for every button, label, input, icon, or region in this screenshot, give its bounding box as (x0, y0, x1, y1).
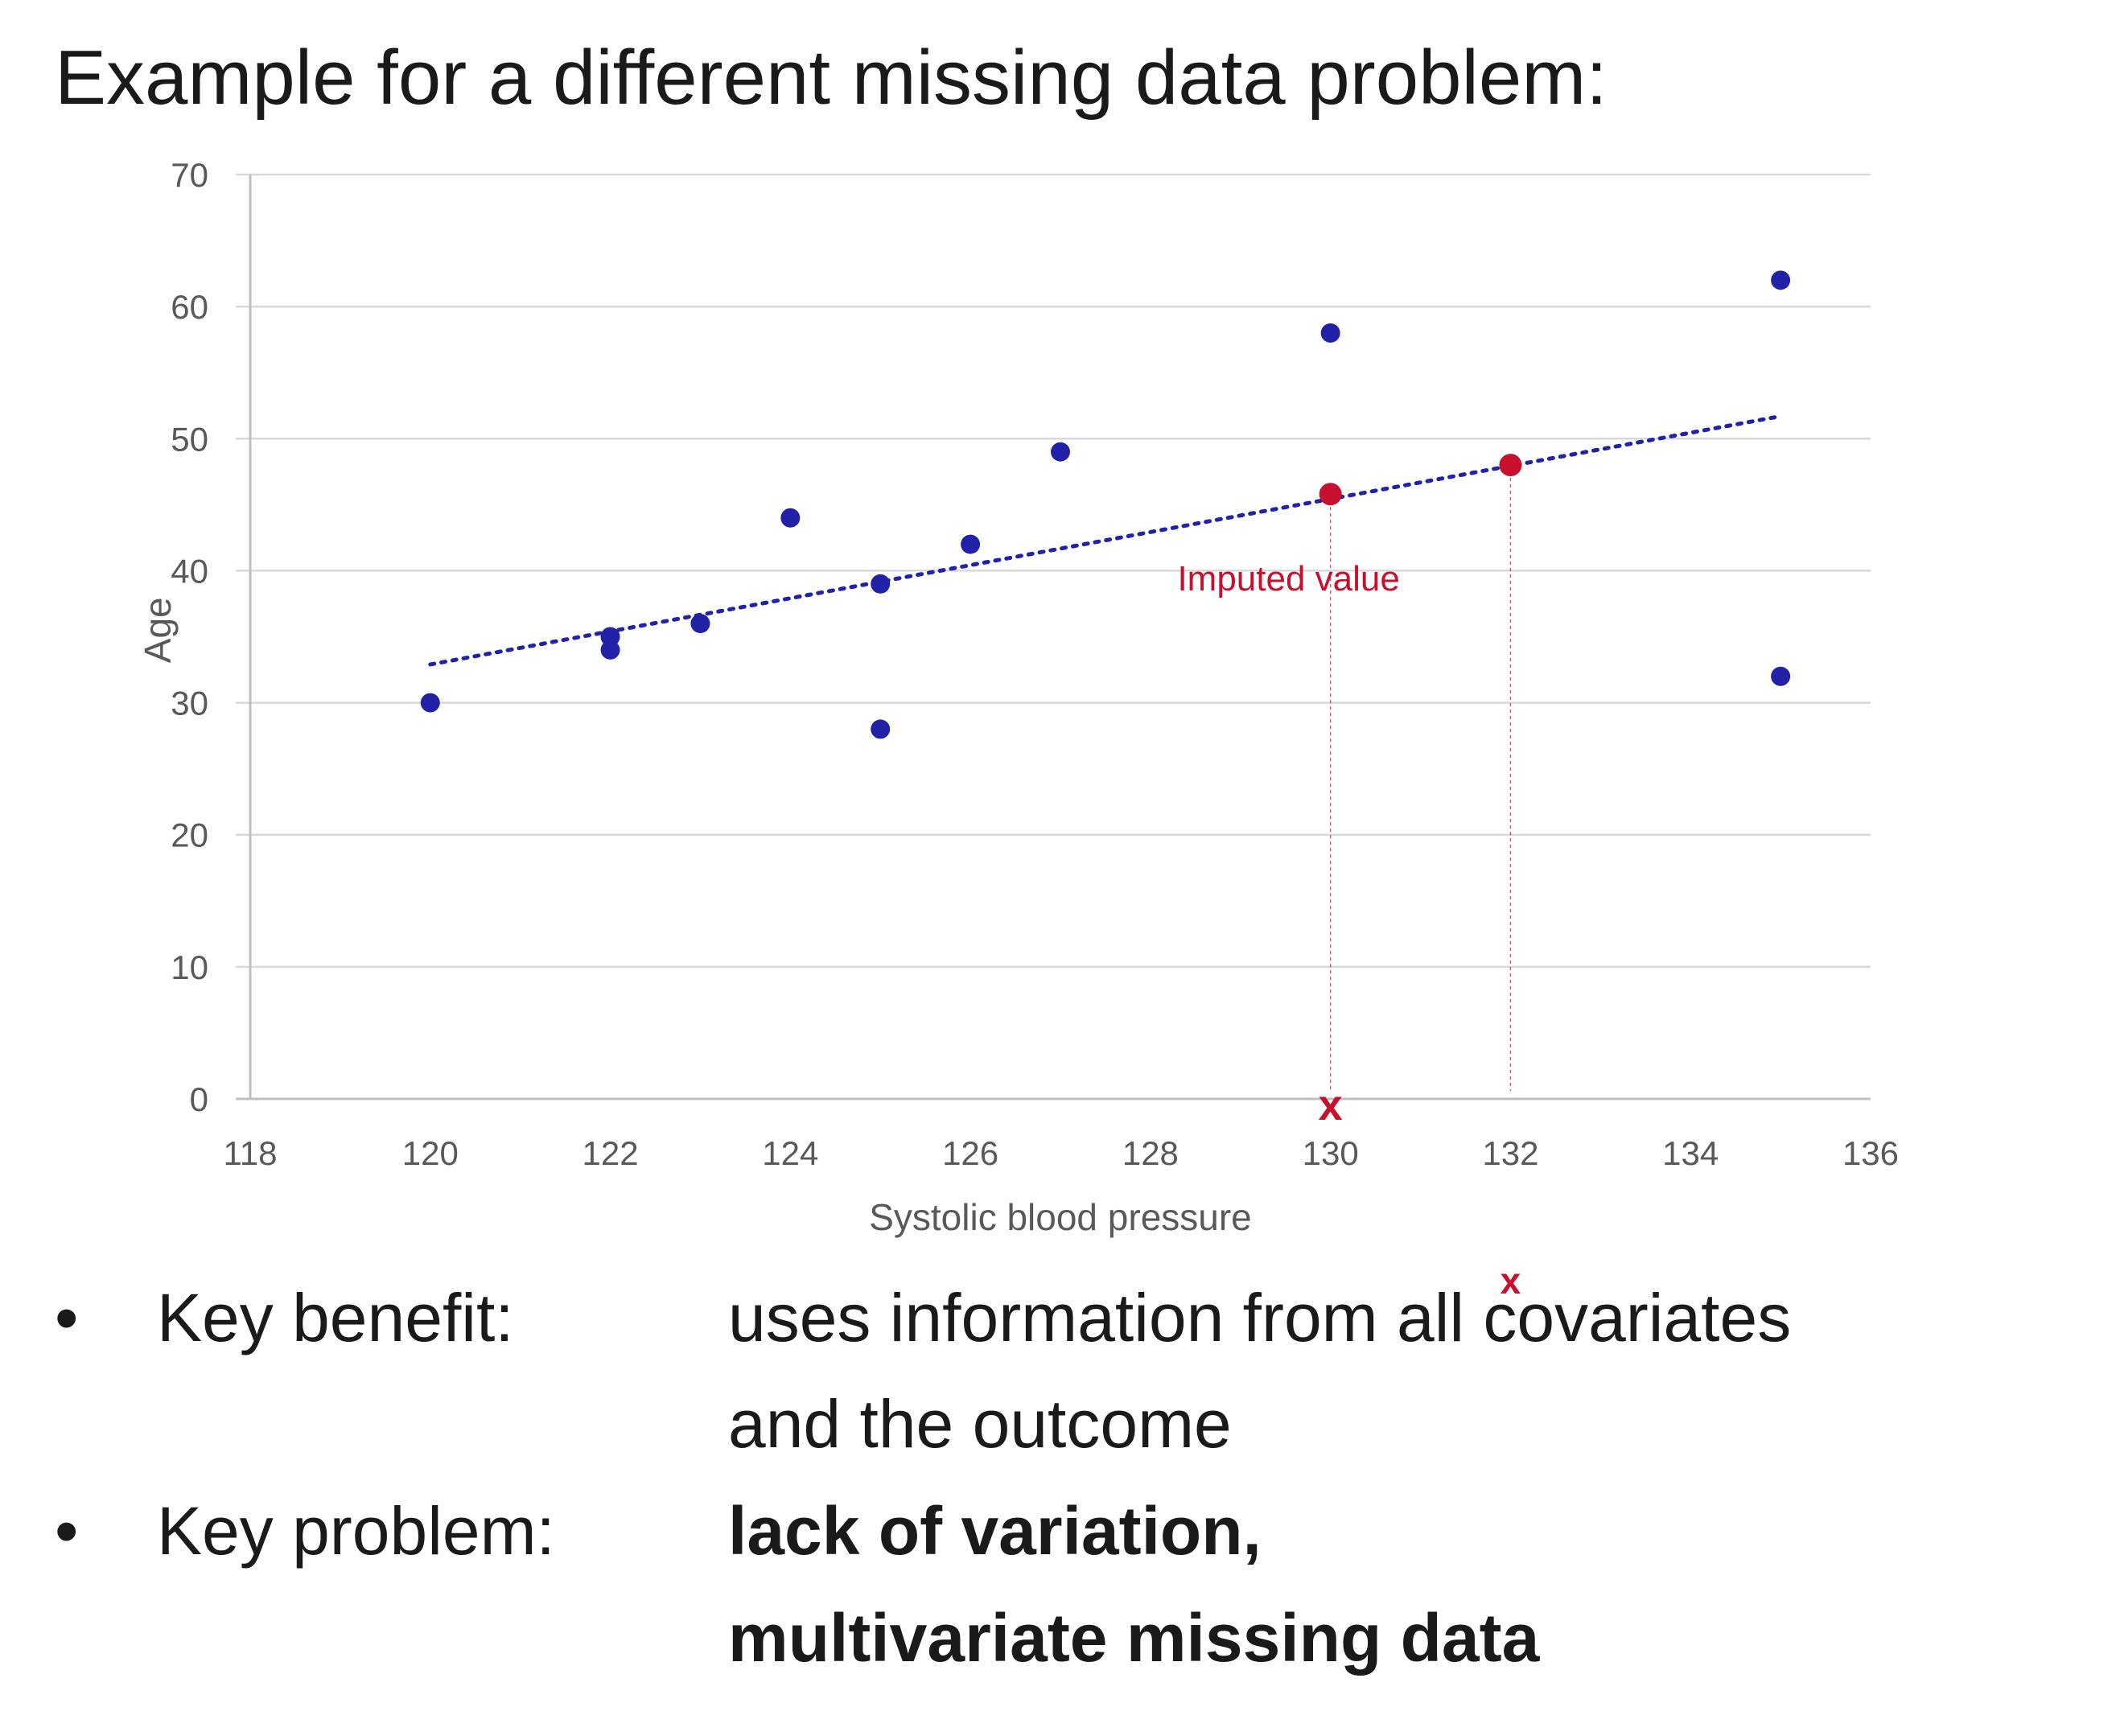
y-tick-label: 30 (171, 685, 208, 722)
data-point (600, 627, 620, 647)
data-point (961, 534, 981, 554)
x-tick-label: 134 (1662, 1134, 1719, 1172)
bullet-text: and the outcome (728, 1386, 1232, 1462)
slide-title: Example for a different missing data pro… (55, 35, 1608, 121)
imputed-point (1499, 454, 1522, 477)
y-tick-label: 50 (171, 420, 208, 458)
x-tick-label: 122 (583, 1134, 639, 1172)
trendline (428, 413, 1783, 667)
data-point (1771, 666, 1791, 686)
axes (236, 175, 1871, 1100)
y-tick-label: 60 (171, 288, 208, 326)
x-axis-title: Systolic blood pressure (869, 1196, 1252, 1238)
x-tick-label: 126 (942, 1134, 998, 1172)
x-tick-label: 118 (224, 1134, 278, 1172)
data-point (871, 719, 891, 739)
x-tick-label: 124 (762, 1134, 818, 1172)
data-point (780, 508, 801, 528)
x-tick-label: 132 (1482, 1134, 1538, 1172)
imputed-point (1319, 483, 1342, 506)
data-point (1051, 442, 1070, 462)
data-point (1771, 270, 1791, 290)
data-point (871, 574, 891, 594)
y-tick-label: 70 (171, 156, 208, 194)
bullet-label: Key problem: (157, 1493, 555, 1569)
y-tick-label: 0 (190, 1080, 208, 1118)
bullet-label: Key benefit: (157, 1280, 514, 1355)
trendline-layer (428, 413, 1783, 667)
bullet-text: multivariate missing data (728, 1600, 1540, 1676)
data-point (420, 693, 440, 713)
bullet-text: lack of variation, (728, 1493, 1262, 1569)
grid-lines (236, 173, 1871, 969)
data-point (600, 640, 620, 660)
x-tick-label: 120 (402, 1134, 459, 1172)
bullet-text: uses information from all covariates (728, 1280, 1792, 1355)
scatter-chart: 0 10 20 30 40 50 60 70 118 120 122 124 126 128 130 132 1… (137, 156, 1899, 1302)
y-tick-label: 20 (171, 817, 208, 854)
x-tick-label: 136 (1842, 1134, 1899, 1172)
data-points (420, 270, 1791, 739)
annotation-x-mark: x (1319, 1081, 1343, 1129)
data-point (1320, 323, 1340, 343)
bullet-symbol: • (55, 1280, 79, 1355)
drop-lines (1329, 465, 1512, 1091)
x-tick-label: 128 (1122, 1134, 1179, 1172)
bullet-symbol: • (55, 1493, 79, 1569)
y-axis-title: Age (137, 597, 179, 663)
data-point (690, 614, 710, 634)
y-tick-label: 40 (171, 552, 208, 590)
y-tick-label: 10 (171, 948, 208, 986)
chart-labels: 0 10 20 30 40 50 60 70 118 120 122 124 126 128 130 132 1… (137, 156, 1899, 1302)
x-tick-label: 130 (1303, 1134, 1359, 1172)
annotation-imputed-value: Imputed value (1177, 559, 1399, 599)
below-axis-x-mark: x (1501, 1260, 1521, 1302)
